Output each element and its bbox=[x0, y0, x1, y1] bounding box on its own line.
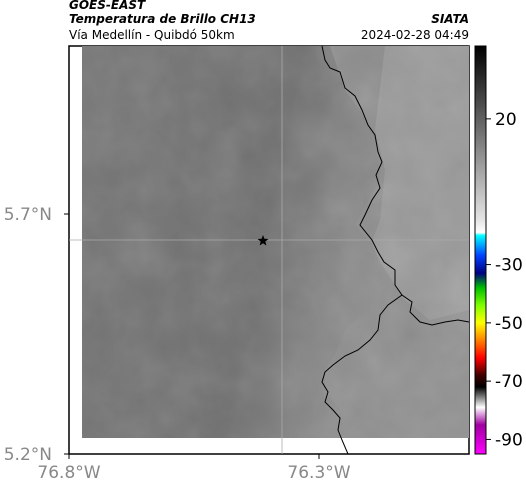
colorbar-gradient bbox=[474, 45, 487, 455]
route-subtitle: Vía Medellín - Quibdó 50km bbox=[69, 28, 235, 42]
location-marker-star-icon[interactable] bbox=[257, 235, 269, 246]
colorbar: 20 -30 -50 -70 -90 bbox=[474, 45, 523, 455]
y-tick-label: 5.7°N bbox=[4, 205, 52, 225]
datetime-label: 2024-02-28 04:49 bbox=[360, 28, 469, 42]
colorbar-tick-label: 20 bbox=[495, 110, 517, 130]
x-tick-label: 76.3°W bbox=[287, 463, 350, 483]
x-tick-label: 76.8°W bbox=[37, 463, 100, 483]
colorbar-tick-label: -30 bbox=[495, 256, 523, 276]
product-title: Temperatura de Brillo CH13 bbox=[69, 12, 256, 26]
organization-label: SIATA bbox=[431, 12, 469, 26]
terrain-raster bbox=[82, 46, 469, 438]
colorbar-tick-label: -70 bbox=[495, 372, 523, 392]
department-border bbox=[321, 45, 470, 326]
department-border-south bbox=[321, 294, 403, 455]
y-tick-label: 5.2°N bbox=[4, 445, 52, 465]
satellite-name: GOES-EAST bbox=[69, 0, 146, 12]
colorbar-tick-label: -50 bbox=[495, 314, 523, 334]
colorbar-tick-label: -90 bbox=[495, 430, 523, 450]
